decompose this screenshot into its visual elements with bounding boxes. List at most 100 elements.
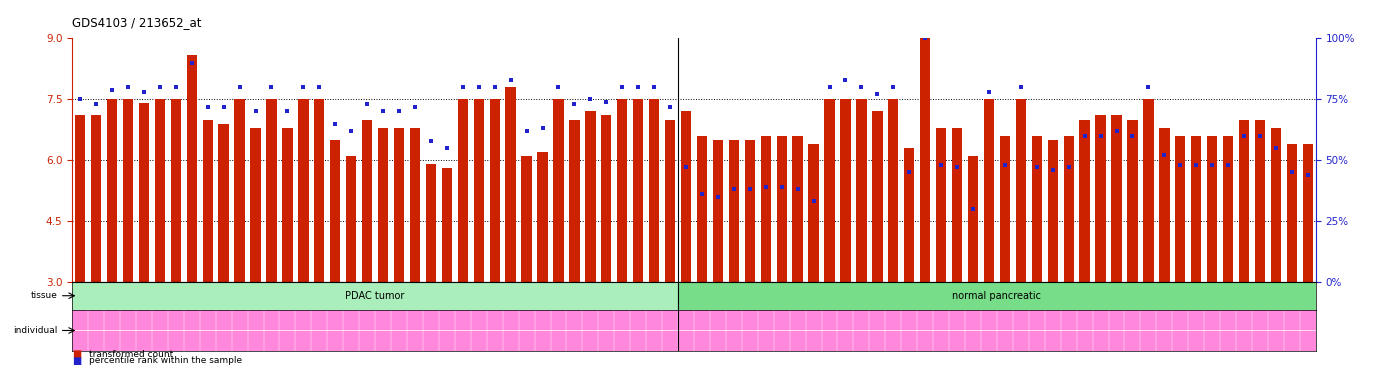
- Point: [595, 99, 618, 105]
- Bar: [856, 99, 866, 384]
- Point: [85, 101, 107, 107]
- Bar: [554, 99, 564, 384]
- Point: [962, 206, 984, 212]
- Point: [930, 162, 952, 168]
- Point: [1041, 167, 1063, 173]
- Point: [1009, 84, 1031, 90]
- Point: [133, 89, 155, 95]
- Point: [1122, 133, 1144, 139]
- Bar: [426, 164, 436, 384]
- Point: [117, 84, 139, 90]
- Point: [659, 103, 682, 109]
- Bar: [1271, 127, 1281, 384]
- Bar: [633, 99, 644, 384]
- Text: individual: individual: [12, 326, 57, 335]
- Bar: [1095, 116, 1106, 384]
- Point: [532, 126, 554, 132]
- Point: [261, 84, 283, 90]
- Bar: [378, 127, 389, 384]
- Point: [675, 164, 697, 170]
- Point: [340, 128, 362, 134]
- Bar: [409, 127, 421, 384]
- Bar: [90, 116, 101, 384]
- Point: [819, 84, 841, 90]
- Point: [212, 103, 235, 109]
- Bar: [744, 140, 755, 384]
- Bar: [171, 99, 180, 384]
- Point: [69, 96, 92, 102]
- Bar: [441, 168, 452, 384]
- Bar: [665, 119, 676, 384]
- Bar: [761, 136, 770, 384]
- Bar: [793, 136, 802, 384]
- Point: [866, 91, 888, 98]
- Point: [1217, 162, 1239, 168]
- Bar: [537, 152, 548, 384]
- Point: [149, 84, 171, 90]
- Bar: [122, 99, 133, 384]
- Point: [1137, 84, 1159, 90]
- Point: [851, 84, 873, 90]
- Bar: [712, 140, 723, 384]
- Point: [500, 77, 522, 83]
- Point: [1185, 162, 1208, 168]
- Bar: [1303, 144, 1313, 384]
- Bar: [298, 99, 308, 384]
- Bar: [697, 136, 706, 384]
- Point: [387, 108, 409, 114]
- Bar: [490, 99, 500, 384]
- Bar: [1255, 119, 1266, 384]
- Point: [372, 108, 394, 114]
- Bar: [330, 140, 340, 384]
- Point: [197, 103, 219, 109]
- Bar: [888, 99, 898, 384]
- Point: [915, 35, 937, 41]
- Point: [325, 121, 347, 127]
- Bar: [569, 119, 580, 384]
- Point: [1201, 162, 1223, 168]
- Point: [276, 108, 298, 114]
- Point: [1169, 162, 1191, 168]
- Bar: [362, 119, 372, 384]
- Bar: [218, 124, 229, 384]
- Bar: [72, 282, 679, 310]
- Point: [293, 84, 315, 90]
- Point: [1026, 164, 1048, 170]
- Text: tissue: tissue: [31, 291, 57, 300]
- Bar: [1031, 136, 1042, 384]
- Point: [180, 60, 203, 66]
- Point: [357, 101, 379, 107]
- Bar: [808, 144, 819, 384]
- Bar: [505, 87, 516, 384]
- Bar: [601, 116, 612, 384]
- Point: [1073, 133, 1095, 139]
- Bar: [314, 99, 325, 384]
- Point: [643, 84, 665, 90]
- Point: [1058, 164, 1080, 170]
- Point: [691, 191, 713, 197]
- Point: [1153, 152, 1176, 158]
- Bar: [1048, 140, 1058, 384]
- Bar: [1127, 119, 1138, 384]
- Point: [451, 84, 473, 90]
- Bar: [473, 99, 484, 384]
- Bar: [186, 55, 197, 384]
- Bar: [1191, 136, 1202, 384]
- Bar: [984, 99, 994, 384]
- Bar: [618, 99, 627, 384]
- Bar: [522, 156, 532, 384]
- Point: [564, 101, 586, 107]
- Point: [834, 77, 856, 83]
- Point: [947, 164, 969, 170]
- Bar: [1287, 144, 1298, 384]
- Point: [244, 108, 266, 114]
- Bar: [1080, 119, 1090, 384]
- Bar: [1159, 127, 1170, 384]
- Text: ■: ■: [72, 349, 82, 359]
- Text: GDS4103 / 213652_at: GDS4103 / 213652_at: [72, 16, 201, 29]
- Point: [229, 84, 251, 90]
- Point: [787, 186, 809, 192]
- Text: PDAC tumor: PDAC tumor: [346, 291, 405, 301]
- Bar: [250, 127, 261, 384]
- Bar: [1223, 136, 1234, 384]
